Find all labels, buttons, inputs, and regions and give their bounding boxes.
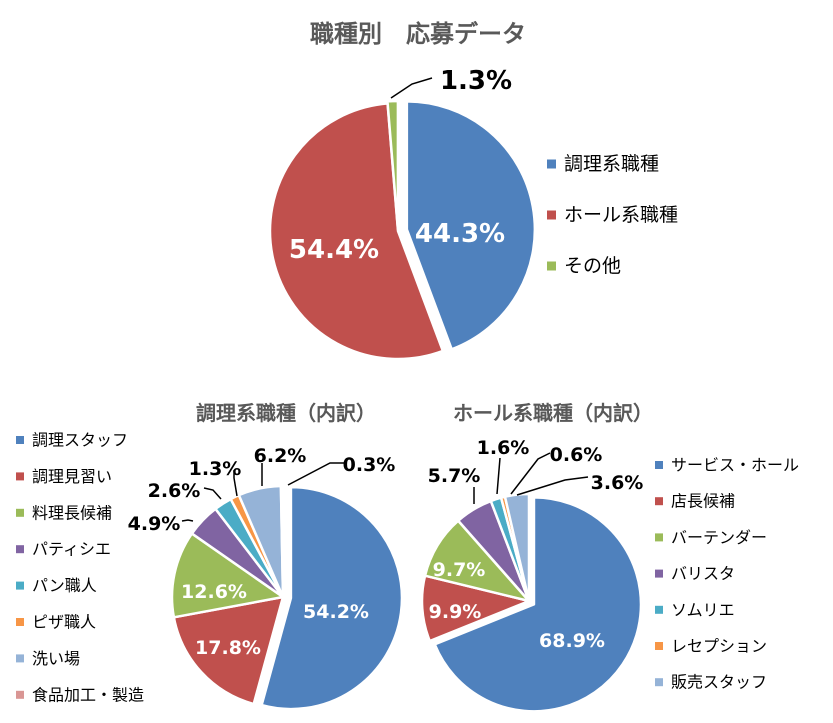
data-label: 1.3%	[189, 458, 242, 480]
pie-slice	[433, 496, 643, 713]
legend-swatch	[16, 618, 24, 626]
data-label: 5.7%	[428, 465, 481, 487]
legend-label: パン職人	[32, 576, 97, 595]
pie-slice	[386, 99, 400, 231]
pie-slice	[279, 484, 285, 599]
leader-line	[287, 462, 344, 486]
legend-label: バーテンダー	[671, 528, 767, 547]
chart-title: 調理系職種（内訳）	[196, 401, 376, 425]
pie-chart-2: 調理系職種（内訳） 54.2% 17.8% 12.6% 4.9% 2.6%1.3% 6.2%…	[16, 401, 404, 711]
legend-swatch	[547, 159, 556, 169]
legend-swatch	[16, 581, 24, 590]
pie-slice	[172, 595, 285, 706]
legend-swatch	[16, 472, 24, 481]
chart-title: 職種別 応募データ	[310, 20, 526, 48]
leader-line	[496, 457, 501, 495]
legend-label: 販売スタッフ	[671, 673, 767, 692]
legend-swatch	[16, 508, 24, 517]
data-label: 9.7%	[433, 559, 486, 581]
data-label: 9.9%	[429, 601, 482, 623]
leader-line	[233, 470, 238, 497]
pie-slice	[268, 102, 445, 361]
legend-swatch	[655, 533, 663, 542]
legend-swatch	[16, 545, 24, 554]
legend-swatch	[547, 210, 556, 220]
legend-swatch	[655, 461, 663, 469]
data-label: 1.6%	[477, 437, 530, 459]
data-label: 3.6%	[591, 472, 644, 494]
legend-label: 料理長候補	[32, 503, 112, 522]
legend-label: 調理見習い	[32, 467, 112, 486]
pie-slice	[170, 532, 285, 619]
pie-chart-3: ホール系職種（内訳） 68.9% 9.9% 9.7% 5.7% 1.6% 0.6% 3.6% サ…	[420, 401, 799, 713]
legend-swatch	[16, 436, 24, 444]
data-label: 6.2%	[254, 445, 307, 467]
legend-label: その他	[564, 255, 621, 277]
legend-label: 店長候補	[671, 492, 735, 511]
legend-swatch	[655, 678, 663, 687]
data-label: 44.3%	[415, 219, 505, 249]
data-label: 0.6%	[550, 444, 603, 466]
legend-swatch	[655, 642, 663, 650]
chart-title: ホール系職種（内訳）	[453, 401, 653, 425]
leader-line	[181, 519, 194, 522]
data-label: 17.8%	[195, 637, 261, 659]
legend-swatch	[655, 605, 663, 614]
legend-label: ソムリエ	[671, 600, 735, 619]
legend-label: レセプション	[671, 637, 767, 656]
pie-slice	[260, 485, 404, 711]
data-label: 68.9%	[539, 630, 605, 652]
leader-line	[203, 487, 222, 500]
data-label: 54.4%	[289, 235, 379, 265]
legend-label: ピザ職人	[32, 613, 96, 632]
legend-label: ホール系職種	[564, 204, 678, 226]
legend-swatch	[547, 261, 556, 271]
data-label: 4.9%	[128, 513, 181, 535]
pie-slice	[405, 100, 537, 351]
data-label: 0.3%	[343, 454, 396, 476]
legend-swatch	[655, 569, 663, 578]
legend-label: 調理系職種	[564, 153, 659, 175]
leader-line	[390, 77, 433, 99]
data-label: 12.6%	[181, 581, 247, 603]
legend-label: サービス・ホール	[671, 456, 799, 475]
legend-swatch	[16, 690, 24, 699]
data-label: 1.3%	[440, 66, 512, 96]
legend-swatch	[16, 654, 24, 663]
data-label: 2.6%	[148, 480, 201, 502]
legend-label: 洗い場	[32, 649, 80, 668]
legend-label: パティシエ	[32, 540, 111, 559]
legend-label: 調理スタッフ	[32, 431, 128, 450]
leader-line	[510, 452, 551, 495]
leader-line	[516, 476, 589, 496]
legend-label: バリスタ	[671, 564, 735, 583]
legend-label: 食品加工・製造	[32, 685, 144, 704]
legend-swatch	[655, 497, 663, 506]
data-label: 54.2%	[303, 601, 369, 623]
